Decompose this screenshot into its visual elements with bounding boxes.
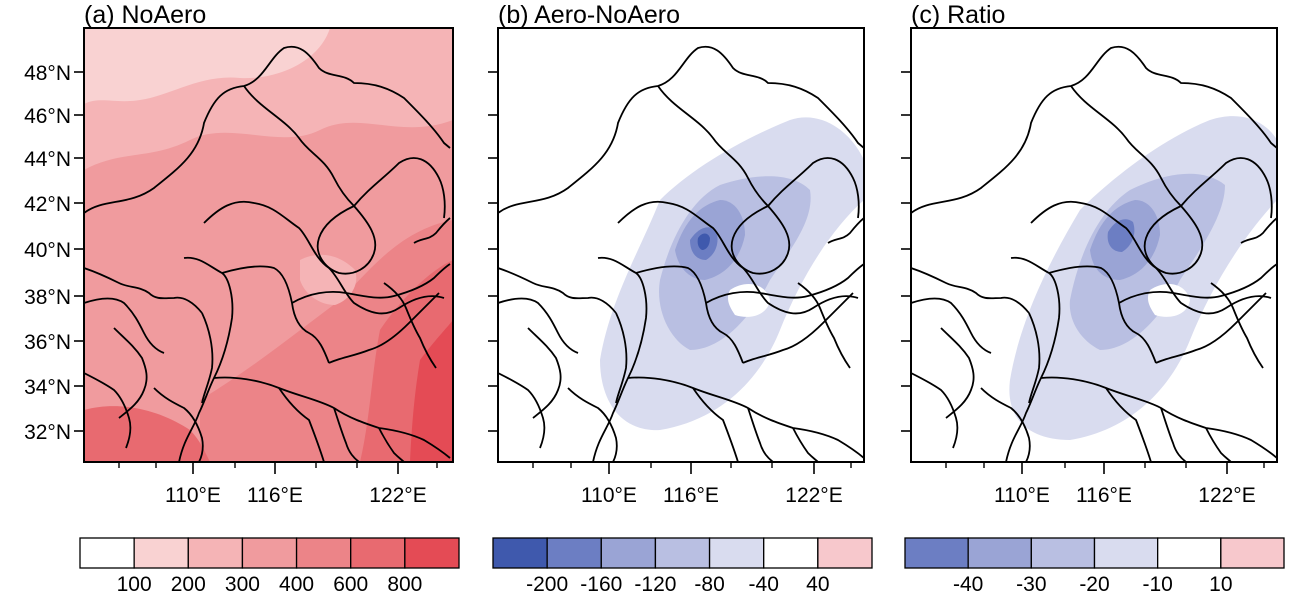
colorbar-swatch	[1093, 537, 1159, 569]
colorbar-swatch	[763, 537, 819, 569]
colorbar-swatch	[79, 537, 135, 569]
colorbar-label: 400	[279, 573, 314, 596]
colorbar-swatch	[600, 537, 657, 569]
colorbar-label: -40	[749, 573, 779, 596]
lon-tick-label: 122°E	[785, 484, 842, 507]
colorbar-swatch	[404, 537, 460, 569]
colorbar-label: 200	[171, 573, 206, 596]
colorbar-label: -30	[1016, 573, 1046, 596]
colorbar-swatch	[492, 537, 548, 569]
colorbars: 100 200 300 400 600 800 -200 -160 -120 -80 -40 40 -4…	[79, 537, 1285, 596]
lon-tick-label: 110°E	[994, 484, 1050, 507]
panel-a-title: (a) NoAero	[84, 1, 206, 29]
colorbar-label: 40	[806, 573, 829, 596]
lon-tick-label: 122°E	[1198, 484, 1255, 507]
colorbar-label: -160	[580, 573, 622, 596]
colorbar-swatch	[817, 537, 873, 569]
panel-b: (b) Aero-NoAero	[497, 1, 865, 463]
colorbar-swatch	[1030, 537, 1096, 569]
lon-tick-label: 110°E	[581, 484, 637, 507]
colorbar-label: -120	[634, 573, 676, 596]
colorbar-label: -200	[526, 573, 568, 596]
colorbar-swatch	[1220, 537, 1285, 569]
colorbar-swatch	[967, 537, 1032, 569]
lon-tick-label: 122°E	[369, 484, 426, 507]
colorbar-label: 10	[1209, 573, 1232, 596]
lat-tick-label: 36°N	[24, 331, 71, 354]
panel-b-field	[498, 28, 864, 462]
colorbar-label: -10	[1142, 573, 1172, 596]
colorbar-a: 100 200 300 400 600 800	[79, 537, 460, 596]
colorbar-swatch	[241, 537, 298, 569]
colorbar-swatch	[1157, 537, 1222, 569]
lon-tick-label: 116°E	[1076, 484, 1132, 507]
colorbar-swatch	[295, 537, 352, 569]
colorbar-label: -80	[694, 573, 724, 596]
axis-ticks: 48°N 46°N 44°N 42°N 40°N 38°N 36°N 34°N 32°N 110°…	[24, 62, 1265, 507]
colorbar-b: -200 -160 -120 -80 -40 40	[492, 537, 873, 596]
panel-c-title: (c) Ratio	[911, 1, 1005, 29]
colorbar-swatch	[708, 537, 765, 569]
colorbar-label: 800	[387, 573, 422, 596]
colorbar-label: -40	[953, 573, 983, 596]
lat-tick-label: 38°N	[24, 286, 71, 309]
colorbar-swatch	[350, 537, 406, 569]
lon-tick-label: 116°E	[663, 484, 719, 507]
lat-tick-label: 34°N	[24, 376, 71, 399]
colorbar-swatch	[187, 537, 244, 569]
colorbar-swatch	[904, 537, 969, 569]
lat-tick-label: 48°N	[24, 62, 71, 85]
colorbar-label: 100	[117, 573, 152, 596]
panel-a-field	[84, 28, 453, 462]
colorbar-label: 300	[225, 573, 260, 596]
lon-tick-label: 110°E	[165, 484, 221, 507]
colorbar-c: -40 -30 -20 -10 10	[904, 537, 1285, 596]
lat-tick-label: 42°N	[24, 193, 71, 216]
lon-tick-label: 116°E	[247, 484, 303, 507]
colorbar-label: 600	[333, 573, 368, 596]
panel-a: (a) NoAero	[83, 1, 454, 463]
lat-tick-label: 46°N	[24, 105, 71, 128]
colorbar-swatch	[654, 537, 711, 569]
lat-tick-label: 44°N	[24, 148, 71, 171]
colorbar-swatch	[546, 537, 602, 569]
panel-b-title: (b) Aero-NoAero	[498, 1, 680, 29]
colorbar-swatch	[133, 537, 189, 569]
panel-c: (c) Ratio	[910, 1, 1278, 463]
panel-c-field	[911, 28, 1277, 462]
colorbar-label: -20	[1079, 573, 1109, 596]
lat-tick-label: 40°N	[24, 239, 71, 262]
lat-tick-label: 32°N	[24, 421, 71, 444]
